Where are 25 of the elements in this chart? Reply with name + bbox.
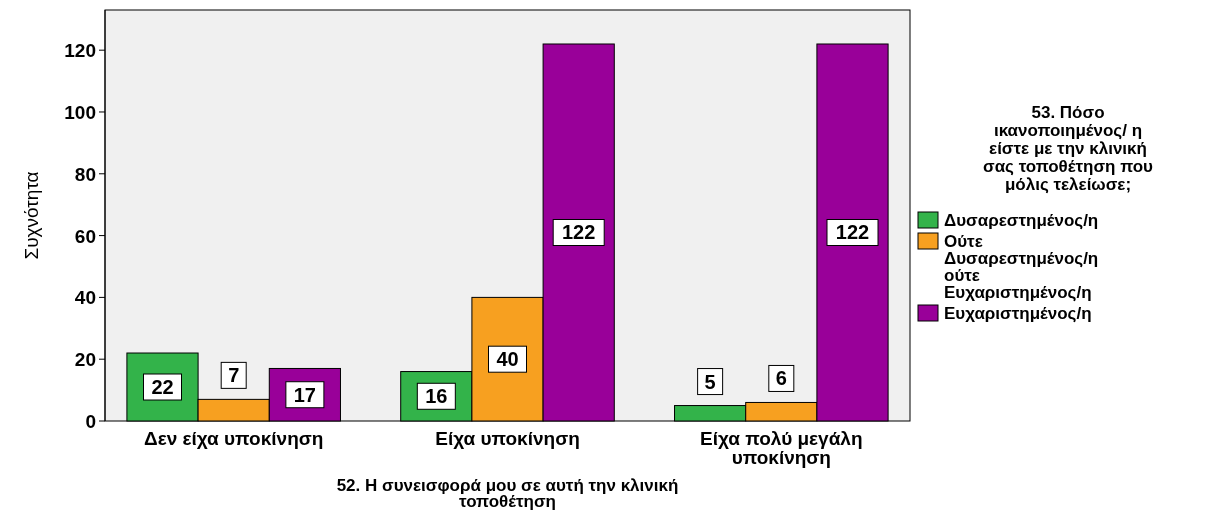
y-tick-label: 20 (74, 349, 96, 371)
x-tick-label: Είχα υποκίνηση (435, 428, 580, 449)
x-tick-label: Δεν είχα υποκίνηση (144, 428, 324, 449)
x-axis-title: 52. Η συνεισφορά μου σε αυτή την κλινική τοποθέτηση (336, 476, 679, 510)
legend-title: 53. Πόσο ικανοποιημένος/ η είστε με την κλινική σας τοποθέτηση που μόλις τελείωσε; (983, 103, 1154, 194)
data-label: 122 (835, 221, 870, 244)
legend-label: Ευχαριστημένος/η (944, 304, 1092, 323)
data-label: 5 (704, 370, 716, 393)
data-label: 7 (228, 364, 240, 387)
legend-label: Ούτε Δυσαρεστημένος/η ούτε Ευχαριστημένος/η (944, 232, 1099, 302)
data-label: 22 (151, 376, 174, 399)
y-axis-title: Συχνότητα (21, 171, 42, 260)
y-tick-label: 120 (64, 40, 96, 62)
legend-label: Δυσαρεστημένος/η (944, 211, 1099, 230)
y-tick-label: 80 (74, 163, 96, 185)
data-label: 40 (496, 348, 519, 371)
y-tick-label: 0 (85, 411, 96, 432)
y-tick-label: 60 (74, 225, 96, 247)
x-tick-label: Είχα πολύ μεγάλη υποκίνηση (700, 428, 863, 468)
data-label: 17 (293, 383, 317, 406)
data-label: 16 (425, 385, 448, 408)
data-label: 122 (562, 221, 596, 244)
y-tick-label: 40 (74, 287, 96, 309)
data-label: 6 (775, 367, 787, 390)
y-tick-label: 100 (64, 101, 96, 123)
